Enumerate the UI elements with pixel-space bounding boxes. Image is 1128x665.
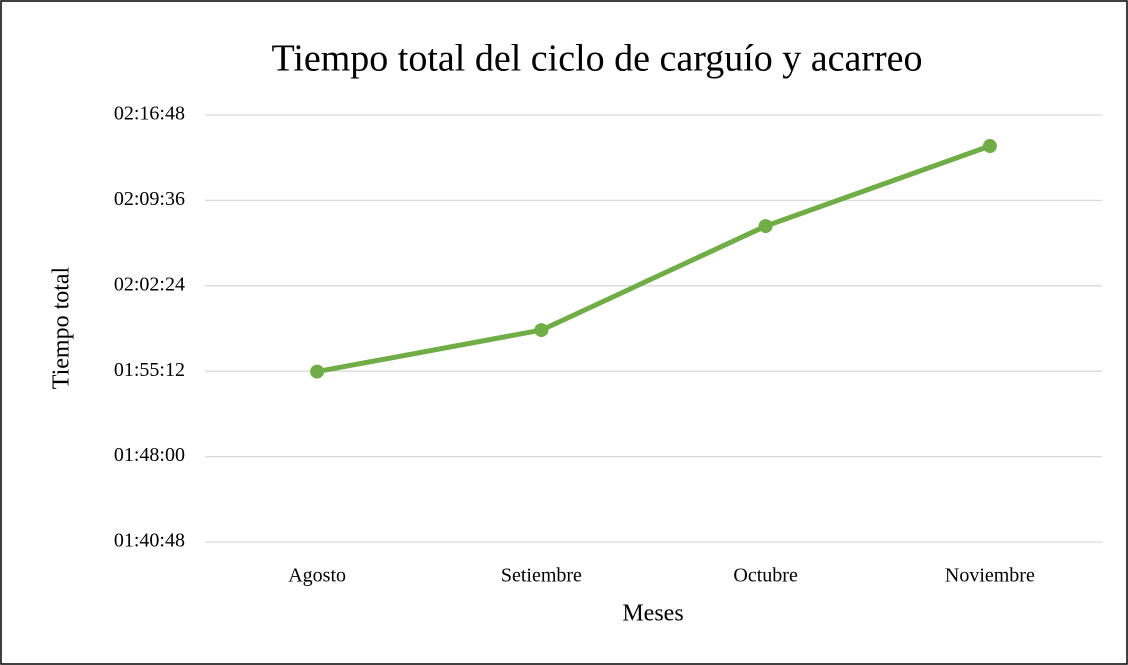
chart-title: Tiempo total del ciclo de carguío y acar…: [271, 38, 922, 80]
x-axis-label: Meses: [622, 601, 683, 627]
x-tick-label: Agosto: [288, 565, 346, 587]
marker: [982, 139, 997, 154]
y-tick-label: 02:02:24: [114, 273, 185, 295]
y-tick-label: 01:40:48: [114, 530, 185, 552]
x-tick-label: Setiembre: [501, 565, 582, 587]
y-tick-label: 01:55:12: [114, 359, 185, 381]
y-tick-label: 01:48:00: [114, 444, 185, 466]
marker: [310, 364, 325, 379]
line: [314, 143, 993, 375]
y-tick-label: 02:16:48: [114, 103, 185, 125]
y-tick-label: 02:09:36: [114, 188, 185, 210]
marker: [534, 323, 549, 338]
y-axis-label: Tiempo total: [49, 266, 75, 389]
x-tick-label: Noviembre: [945, 565, 1035, 587]
marker: [758, 219, 773, 234]
x-tick-label: Octubre: [733, 565, 798, 587]
